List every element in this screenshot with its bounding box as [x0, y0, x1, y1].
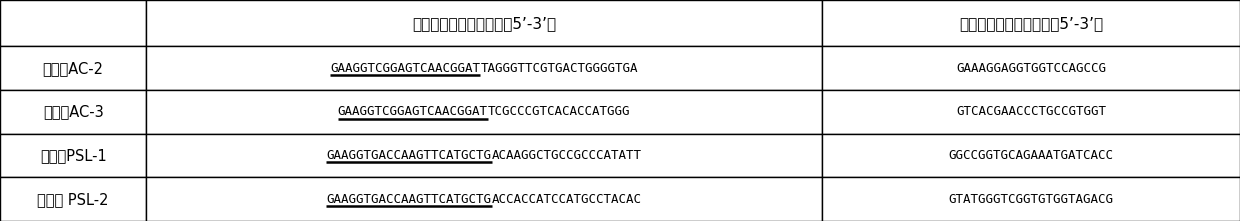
Bar — [822, 90, 1240, 134]
Text: 引物对AC-3: 引物对AC-3 — [43, 104, 103, 119]
Text: GAAAGGAGGTGGTCCAGCCG: GAAAGGAGGTGGTCCAGCCG — [956, 62, 1106, 75]
Bar — [146, 0, 822, 46]
Bar — [0, 0, 146, 46]
Bar — [822, 0, 1240, 46]
Text: 引物对AC-2: 引物对AC-2 — [42, 61, 104, 76]
Bar — [146, 134, 822, 177]
Text: TCGCCCGTCACACCATGGG: TCGCCCGTCACACCATGGG — [489, 105, 630, 118]
Text: GAAGGTCGGAGTCAACGGAT: GAAGGTCGGAGTCAACGGAT — [337, 105, 487, 118]
Text: 引物对PSL-1: 引物对PSL-1 — [40, 148, 107, 163]
Bar — [822, 177, 1240, 221]
Text: GAAGGTCGGAGTCAACGGAT: GAAGGTCGGAGTCAACGGAT — [330, 62, 480, 75]
Text: 引物对 PSL-2: 引物对 PSL-2 — [37, 192, 109, 207]
Text: TAGGGTTCGTGACTGGGGTGA: TAGGGTTCGTGACTGGGGTGA — [480, 62, 637, 75]
Text: GAAGGTGACCAAGTTCATGCTG: GAAGGTGACCAAGTTCATGCTG — [326, 149, 491, 162]
Text: GAAGGTGACCAAGTTCATGCTG: GAAGGTGACCAAGTTCATGCTG — [326, 193, 491, 206]
Text: ACAAGGCTGCCGCCCATATT: ACAAGGCTGCCGCCCATATT — [492, 149, 642, 162]
Text: GTATGGGTCGGTGTGGTAGACG: GTATGGGTCGGTGTGGTAGACG — [949, 193, 1114, 206]
Bar — [0, 90, 146, 134]
Bar — [0, 134, 146, 177]
Bar — [146, 90, 822, 134]
Bar — [822, 46, 1240, 90]
Text: GTCACGAACCCTGCCGTGGT: GTCACGAACCCTGCCGTGGT — [956, 105, 1106, 118]
Bar — [146, 46, 822, 90]
Bar — [146, 177, 822, 221]
Bar — [0, 46, 146, 90]
Bar — [0, 177, 146, 221]
Text: ACCACCATCCATGCCTACAC: ACCACCATCCATGCCTACAC — [492, 193, 642, 206]
Bar — [822, 134, 1240, 177]
Text: GGCCGGTGCAGAAATGATCACC: GGCCGGTGCAGAAATGATCACC — [949, 149, 1114, 162]
Text: 上游引物的核苷酸序列（5’-3’）: 上游引物的核苷酸序列（5’-3’） — [412, 16, 557, 31]
Text: 下游引物的核苷酸序列（5’-3’）: 下游引物的核苷酸序列（5’-3’） — [959, 16, 1104, 31]
